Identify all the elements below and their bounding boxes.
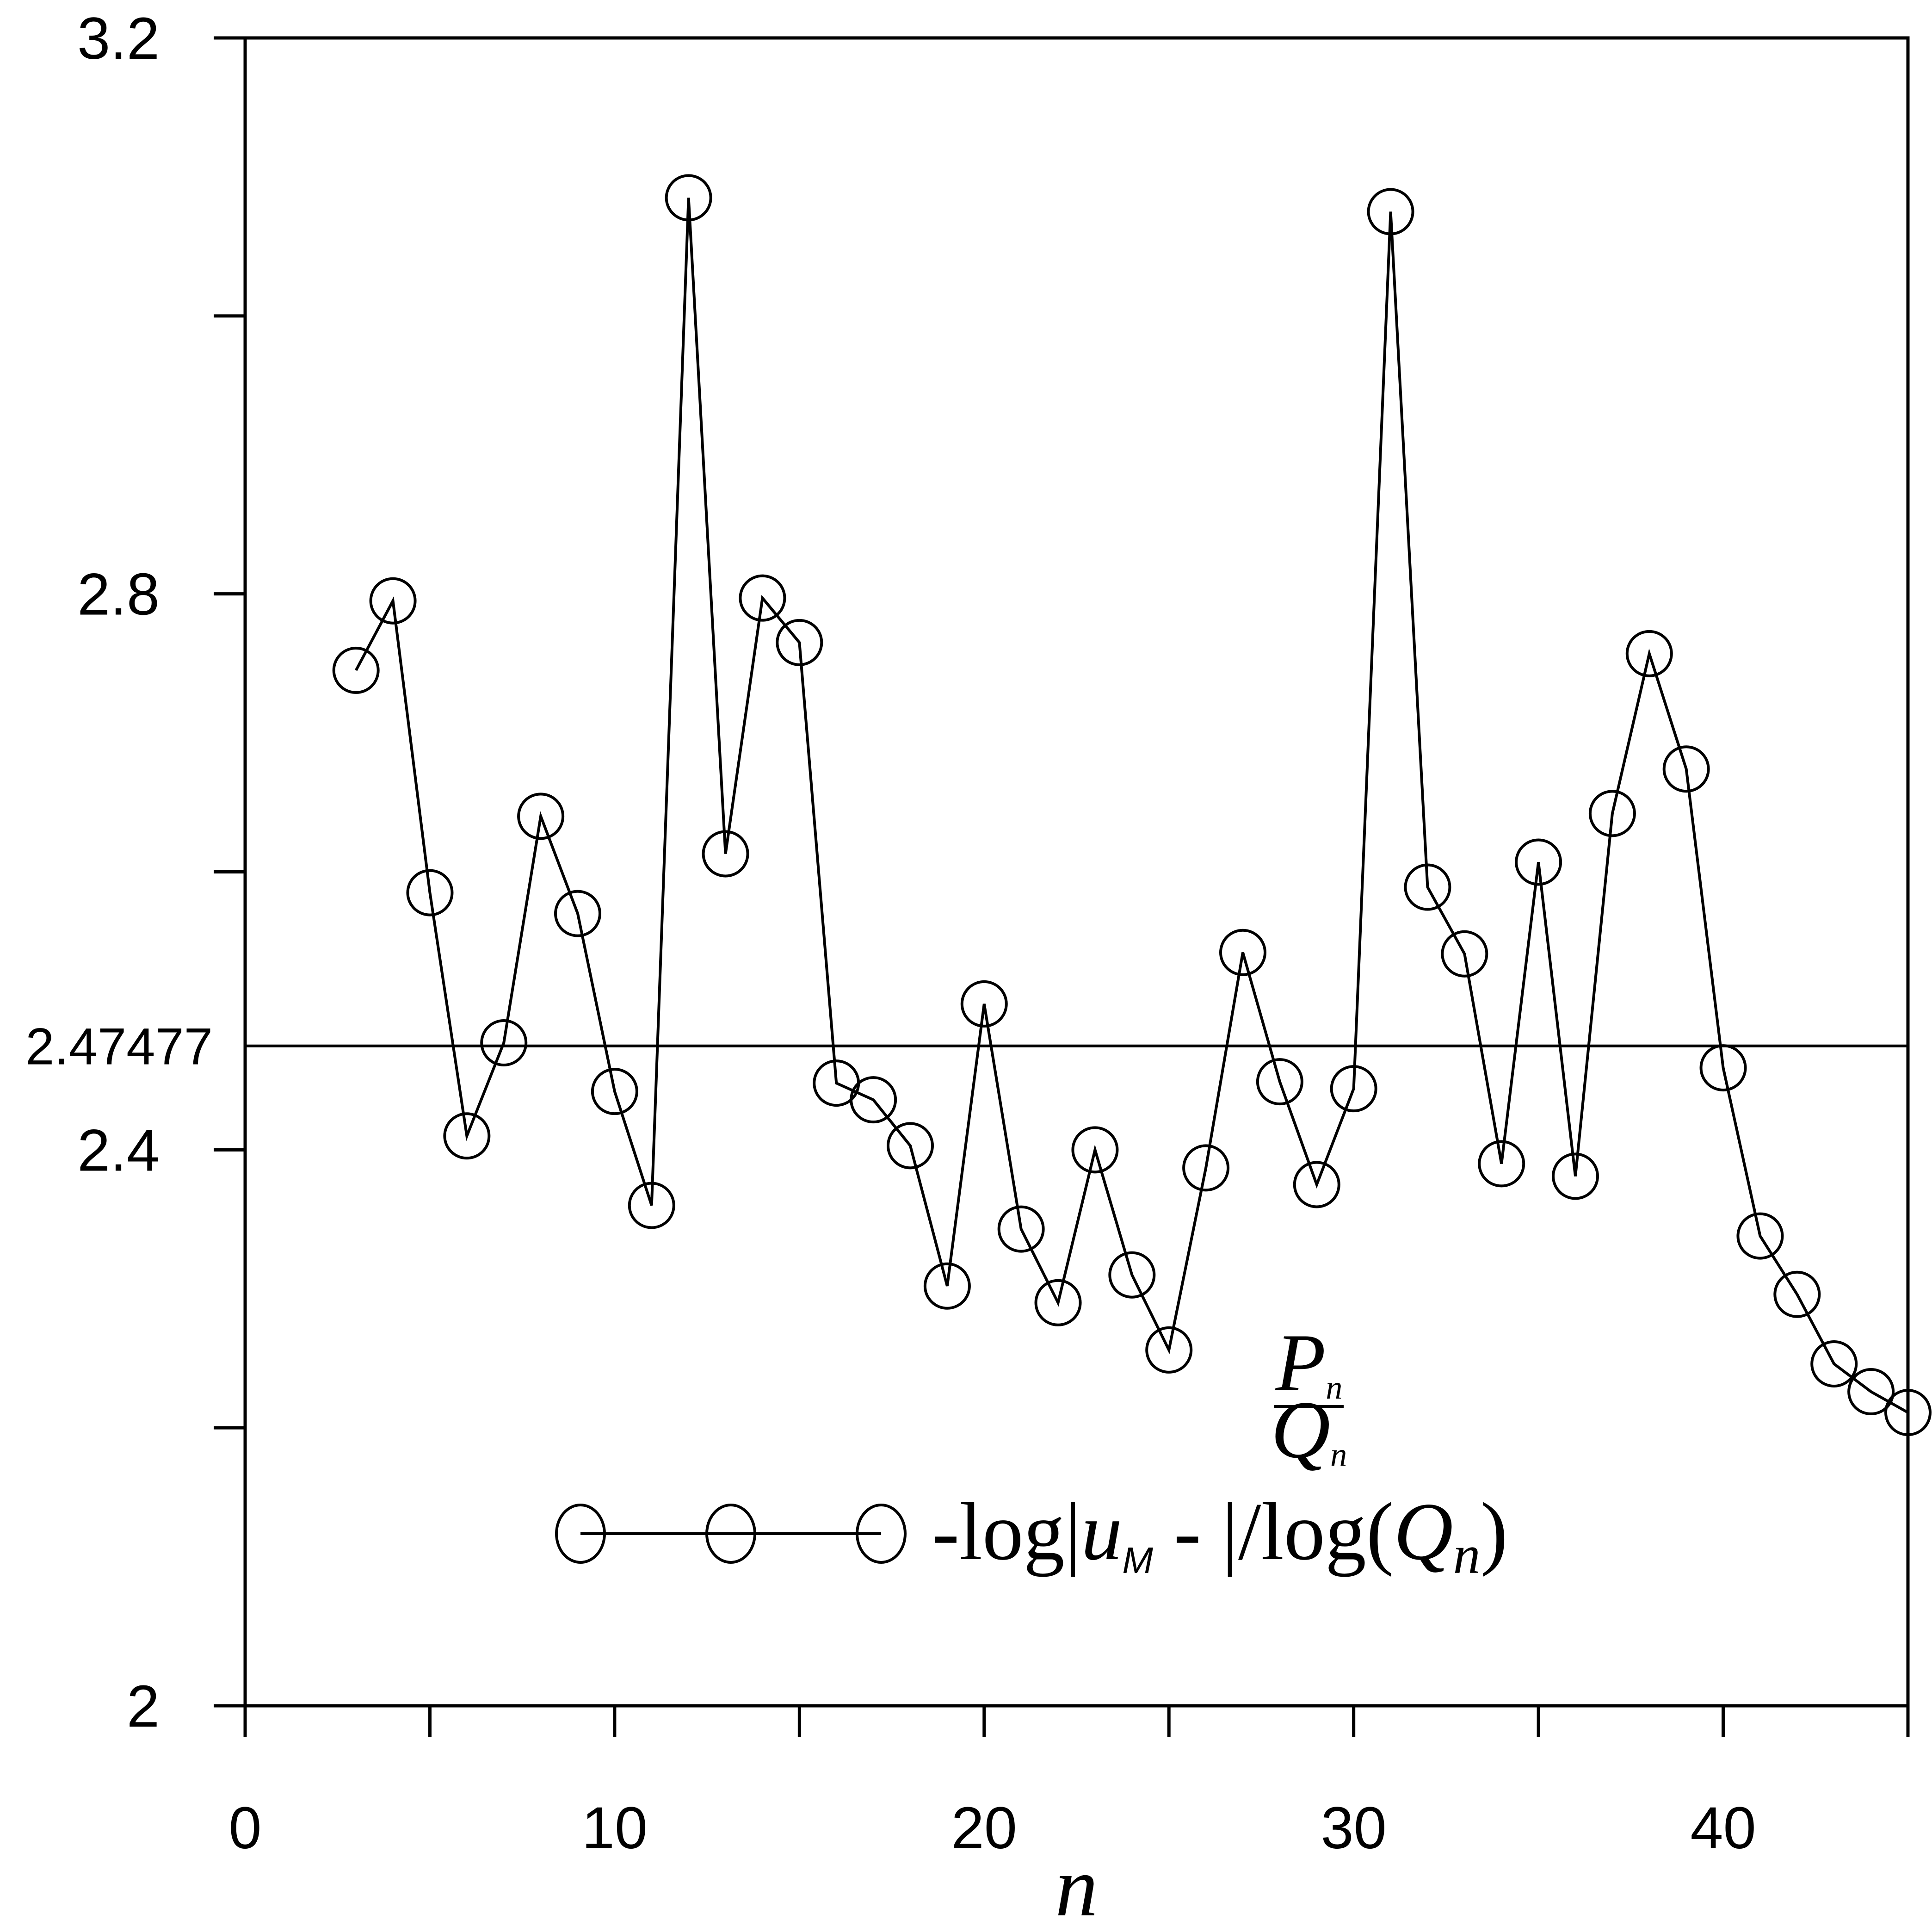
data-point bbox=[1108, 1251, 1156, 1299]
data-point bbox=[1662, 745, 1710, 793]
y-tick-label: 3.2 bbox=[77, 6, 160, 72]
data-point bbox=[739, 574, 786, 622]
data-point bbox=[628, 1182, 675, 1229]
x-axis: 0 10 20 30 40 bbox=[228, 1706, 1910, 1861]
plot-frame bbox=[243, 36, 1910, 1708]
x-axis-label: n bbox=[1055, 1839, 1098, 1926]
data-point bbox=[1847, 1368, 1895, 1416]
data-point bbox=[1515, 838, 1562, 886]
legend-label: -log|uM - |/log(Qn) bbox=[932, 1486, 1508, 1585]
data-point bbox=[1367, 188, 1414, 235]
fraction-numerator: Pn bbox=[1275, 1317, 1343, 1408]
y-tick-label: 2 bbox=[127, 1673, 160, 1740]
data-point bbox=[887, 1122, 934, 1170]
data-point bbox=[332, 646, 380, 694]
data-point bbox=[1182, 1144, 1230, 1192]
legend-q: Q bbox=[1394, 1486, 1453, 1577]
data-point bbox=[1773, 1270, 1821, 1318]
data-point bbox=[369, 577, 417, 625]
data-point bbox=[443, 1112, 491, 1160]
data-point bbox=[591, 1068, 638, 1115]
x-tick-label: 40 bbox=[1690, 1795, 1756, 1861]
data-point bbox=[960, 980, 1008, 1028]
legend-prefix: -log| bbox=[932, 1486, 1081, 1577]
legend: -log|uM - |/log(Qn) Pn Qn bbox=[555, 1317, 1508, 1585]
data-point bbox=[997, 1205, 1045, 1253]
x-tick-label: 10 bbox=[582, 1795, 648, 1861]
data-point bbox=[1810, 1340, 1858, 1387]
data-point bbox=[1293, 1161, 1340, 1208]
reference-line-label: 2.47477 bbox=[25, 1018, 213, 1076]
series-line bbox=[355, 198, 1909, 1414]
data-point bbox=[1699, 1044, 1747, 1092]
data-point bbox=[1404, 863, 1451, 911]
legend-u: u bbox=[1081, 1486, 1122, 1577]
legend-marker bbox=[555, 1504, 606, 1564]
data-series bbox=[332, 174, 1932, 1437]
data-point bbox=[1552, 1152, 1599, 1200]
data-point bbox=[665, 174, 712, 222]
data-point bbox=[1588, 790, 1636, 837]
y-tick-label: 2.8 bbox=[77, 562, 160, 628]
legend-marker bbox=[856, 1504, 907, 1564]
x-tick-label: 30 bbox=[1321, 1795, 1386, 1861]
data-point bbox=[517, 793, 565, 840]
data-point bbox=[1034, 1279, 1082, 1326]
data-point bbox=[1478, 1140, 1525, 1188]
data-point bbox=[1219, 929, 1266, 976]
legend-marker bbox=[705, 1504, 756, 1564]
data-point bbox=[1256, 1058, 1303, 1106]
x-tick-label: 20 bbox=[951, 1795, 1017, 1861]
data-point bbox=[1145, 1326, 1193, 1374]
data-point bbox=[850, 1076, 897, 1124]
data-point bbox=[1625, 630, 1673, 677]
plot-border bbox=[243, 36, 1910, 1708]
data-point bbox=[1884, 1389, 1932, 1437]
legend-after-frac: |/log( bbox=[1222, 1486, 1394, 1577]
data-point bbox=[1736, 1212, 1784, 1260]
data-point bbox=[923, 1262, 971, 1310]
legend-u-sub: M bbox=[1122, 1540, 1153, 1581]
y-axis: 2 2.4 2.8 3.2 bbox=[77, 6, 245, 1740]
fraction-denominator: Qn bbox=[1271, 1384, 1347, 1475]
legend-q-sub: n bbox=[1453, 1524, 1481, 1585]
data-point bbox=[480, 1019, 528, 1067]
data-point bbox=[1071, 1126, 1119, 1174]
legend-fraction: Pn Qn bbox=[1271, 1317, 1347, 1475]
data-point bbox=[554, 890, 601, 937]
y-tick-label: 2.4 bbox=[77, 1117, 160, 1183]
data-point bbox=[1441, 930, 1488, 978]
data-point bbox=[1330, 1065, 1377, 1113]
x-tick-label: 0 bbox=[228, 1795, 261, 1861]
legend-close: ) bbox=[1481, 1486, 1508, 1577]
data-point bbox=[776, 619, 823, 666]
data-point bbox=[702, 830, 749, 878]
data-point bbox=[406, 869, 454, 917]
legend-minus: - bbox=[1153, 1486, 1222, 1577]
reference-line-group: 2.47477 bbox=[25, 1018, 1908, 1076]
